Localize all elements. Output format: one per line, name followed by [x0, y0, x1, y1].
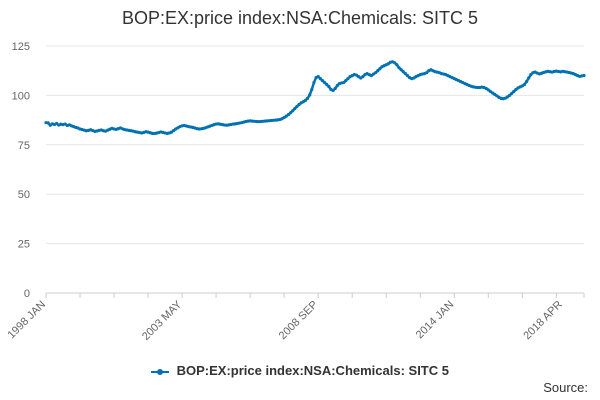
chart-title: BOP:EX:price index:NSA:Chemicals: SITC 5 — [121, 8, 479, 28]
x-tick-label: 2014 JAN — [414, 299, 457, 342]
data-point — [322, 80, 327, 85]
data-point — [286, 112, 291, 117]
data-point — [507, 93, 512, 97]
data-point — [303, 98, 308, 102]
y-tick-label: 75 — [18, 140, 30, 152]
data-point — [346, 77, 350, 81]
x-tick-label: 2008 SEP — [277, 299, 321, 343]
y-tick-label: 50 — [18, 189, 30, 201]
data-point — [331, 88, 335, 93]
x-tick-label: 2003 MAY — [140, 298, 185, 343]
x-tick-label: 1998 JAN — [5, 299, 48, 342]
legend-label: BOP:EX:price index:NSA:Chemicals: SITC 5 — [176, 363, 449, 378]
data-point — [342, 80, 346, 85]
y-tick-label: 0 — [24, 288, 30, 300]
data-point — [335, 83, 339, 88]
data-point — [344, 78, 348, 83]
data-point — [312, 80, 316, 85]
data-point — [374, 71, 378, 75]
y-tick-label: 25 — [18, 239, 30, 251]
data-point — [295, 104, 299, 109]
data-point — [46, 121, 50, 125]
data-point — [293, 107, 297, 111]
data-point — [403, 72, 407, 76]
data-point — [291, 109, 295, 113]
data-point — [405, 74, 410, 78]
y-tick-label: 100 — [12, 90, 30, 102]
data-point — [305, 96, 310, 100]
data-point — [512, 89, 516, 94]
data-point — [378, 67, 382, 71]
data-point — [393, 61, 397, 65]
data-point — [310, 87, 314, 92]
data-point — [522, 82, 527, 87]
y-tick-label: 125 — [12, 41, 30, 53]
data-point — [318, 77, 322, 81]
data-point — [361, 75, 365, 79]
data-point — [397, 66, 401, 70]
data-point — [529, 73, 533, 77]
source-label: Source: — [543, 380, 588, 395]
data-point — [510, 91, 514, 96]
data-point — [333, 86, 337, 91]
data-point — [320, 78, 325, 83]
x-tick-label: 2018 APR — [521, 299, 565, 343]
legend-line-marker-icon — [151, 366, 170, 378]
data-point — [582, 73, 586, 78]
data-point — [288, 111, 293, 115]
data-point — [524, 79, 529, 84]
data-point — [399, 68, 403, 72]
data-point — [325, 82, 329, 87]
data-point — [308, 93, 312, 97]
data-point — [376, 69, 380, 73]
data-point — [316, 75, 320, 79]
legend[interactable]: BOP:EX:price index:NSA:Chemicals: SITC 5 — [0, 363, 600, 378]
data-point — [327, 84, 331, 89]
data-point — [395, 63, 399, 67]
data-point — [527, 76, 531, 80]
data-point — [401, 70, 405, 74]
data-point — [425, 71, 429, 75]
